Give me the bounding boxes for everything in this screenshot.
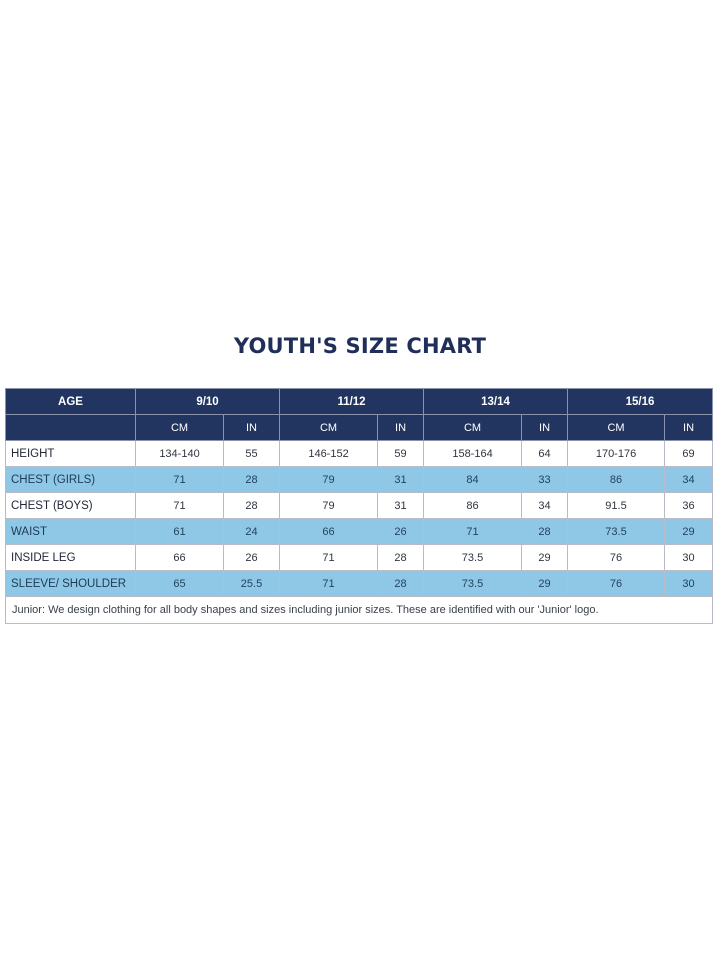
table-row: CHEST (BOYS) 71 28 79 31 86 34 91.5 36	[5, 492, 714, 519]
table-cell: 28	[377, 544, 425, 571]
unit-header: IN	[377, 414, 425, 441]
unit-header: CM	[567, 414, 666, 441]
row-label: CHEST (BOYS)	[5, 492, 136, 519]
unit-header: IN	[222, 414, 281, 441]
age-group-header: 13/14	[423, 388, 569, 415]
table-cell: 73.5	[423, 570, 523, 597]
table-cell: 71	[279, 544, 379, 571]
table-cell: 69	[664, 440, 714, 467]
table-cell: 30	[664, 544, 714, 571]
table-row: WAIST 61 24 66 26 71 28 73.5 29	[5, 518, 714, 545]
unit-header: IN	[664, 414, 714, 441]
table-cell: 73.5	[567, 518, 666, 545]
table-cell: 28	[222, 492, 281, 519]
table-cell: 71	[423, 518, 523, 545]
table-cell: 34	[664, 466, 714, 493]
junior-footnote: Junior: We design clothing for all body …	[4, 596, 714, 624]
table-cell: 146-152	[279, 440, 379, 467]
unit-header: IN	[521, 414, 569, 441]
table-cell: 86	[567, 466, 666, 493]
table-cell: 25.5	[222, 570, 281, 597]
table-row: HEIGHT 134-140 55 146-152 59 158-164 64 …	[5, 440, 714, 467]
size-chart-table: AGE 9/10 11/12 13/14 15/16 CM IN CM IN C…	[4, 388, 714, 624]
table-row: INSIDE LEG 66 26 71 28 73.5 29 76 30	[5, 544, 714, 571]
table-row: SLEEVE/ SHOULDER 65 25.5 71 28 73.5 29 7…	[5, 570, 714, 597]
table-cell: 33	[521, 466, 569, 493]
table-cell: 134-140	[135, 440, 224, 467]
table-cell: 31	[377, 492, 425, 519]
table-cell: 26	[222, 544, 281, 571]
table-cell: 64	[521, 440, 569, 467]
age-group-header: 15/16	[567, 388, 714, 415]
table-cell: 28	[521, 518, 569, 545]
table-cell: 84	[423, 466, 523, 493]
table-cell: 76	[567, 544, 666, 571]
age-header: AGE	[5, 388, 136, 415]
table-cell: 36	[664, 492, 714, 519]
table-cell: 170-176	[567, 440, 666, 467]
table-cell: 79	[279, 466, 379, 493]
table-cell: 71	[279, 570, 379, 597]
table-cell: 31	[377, 466, 425, 493]
table-cell: 61	[135, 518, 224, 545]
table-cell: 66	[279, 518, 379, 545]
table-cell: 26	[377, 518, 425, 545]
table-cell: 29	[521, 544, 569, 571]
unit-header-blank	[5, 414, 136, 441]
table-cell: 30	[664, 570, 714, 597]
table-cell: 71	[135, 492, 224, 519]
table-cell: 28	[222, 466, 281, 493]
table-cell: 24	[222, 518, 281, 545]
table-cell: 28	[377, 570, 425, 597]
table-cell: 29	[521, 570, 569, 597]
unit-header: CM	[135, 414, 224, 441]
table-cell: 34	[521, 492, 569, 519]
table-cell: 65	[135, 570, 224, 597]
row-label: SLEEVE/ SHOULDER	[5, 570, 136, 597]
row-label: CHEST (GIRLS)	[5, 466, 136, 493]
table-cell: 29	[664, 518, 714, 545]
table-cell: 55	[222, 440, 281, 467]
table-row: CHEST (GIRLS) 71 28 79 31 84 33 86 34	[5, 466, 714, 493]
header-row-ages: AGE 9/10 11/12 13/14 15/16	[5, 388, 714, 415]
footnote-row: Junior: We design clothing for all body …	[4, 596, 714, 624]
age-group-header: 9/10	[134, 388, 281, 415]
table-cell: 59	[377, 440, 425, 467]
header-row-units: CM IN CM IN CM IN CM IN	[5, 414, 714, 441]
table-cell: 73.5	[423, 544, 523, 571]
row-label: INSIDE LEG	[5, 544, 136, 571]
table-cell: 76	[567, 570, 666, 597]
table-cell: 66	[135, 544, 224, 571]
page-title: YOUTH'S SIZE CHART	[233, 334, 487, 358]
table-cell: 71	[135, 466, 224, 493]
table-cell: 79	[279, 492, 379, 519]
row-label: HEIGHT	[5, 440, 136, 467]
table-cell: 158-164	[423, 440, 523, 467]
unit-header: CM	[423, 414, 523, 441]
table-cell: 91.5	[567, 492, 666, 519]
age-group-header: 11/12	[279, 388, 425, 415]
row-label: WAIST	[5, 518, 136, 545]
table-cell: 86	[423, 492, 523, 519]
unit-header: CM	[279, 414, 379, 441]
